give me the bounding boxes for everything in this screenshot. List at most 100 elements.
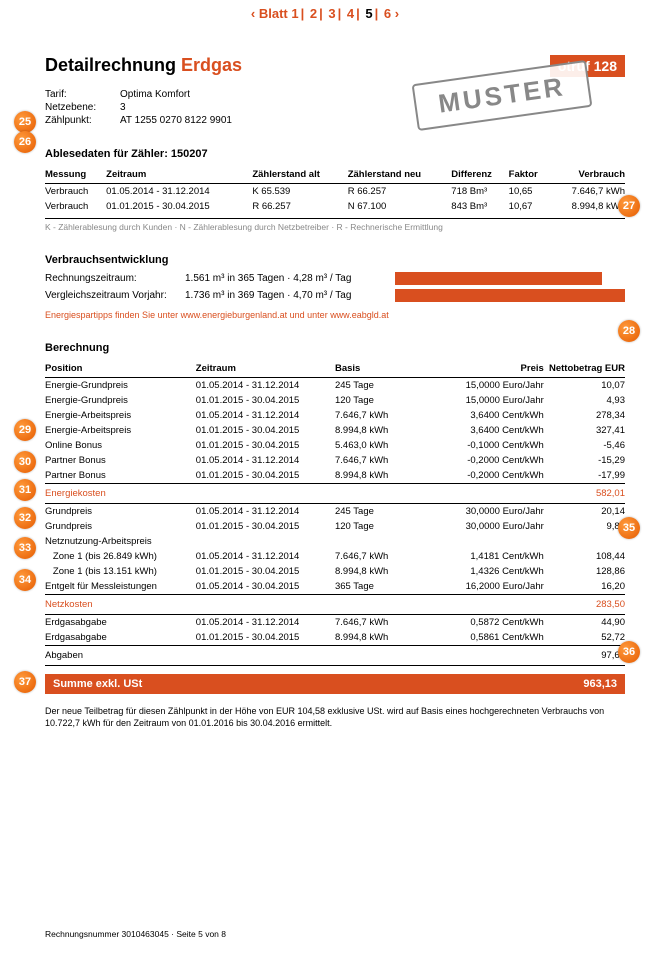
- cell: 01.01.2015 - 30.04.2015: [196, 630, 335, 646]
- callout-badge: 31: [14, 479, 36, 501]
- cell: 10,65: [509, 184, 550, 200]
- page-footer: Rechnungsnummer 3010463045 · Seite 5 von…: [45, 929, 625, 939]
- pager-page[interactable]: 2: [310, 6, 317, 21]
- meter-readings-title: Ablesedaten für Zähler: 150207: [45, 148, 625, 160]
- table-row: Netznutzung-Arbeitspreis: [45, 534, 625, 549]
- cell: 1,4326 Cent/kWh: [428, 564, 544, 579]
- page-navigator[interactable]: ‹ Blatt 1| 2| 3| 4| 5| 6 ›: [0, 0, 650, 27]
- pager-next[interactable]: ›: [395, 6, 399, 21]
- col-zeitraum: Zeitraum: [106, 166, 252, 184]
- cell: 30,0000 Euro/Jahr: [428, 519, 544, 534]
- cell: 108,44: [544, 549, 625, 564]
- meter-readings-table: Messung Zeitraum Zählerstand alt Zählers…: [45, 166, 625, 214]
- cell: 843 Bm³: [451, 199, 508, 214]
- cell: 01.01.2015 - 30.04.2015: [196, 438, 335, 453]
- calculation-table: Position Zeitraum Basis Preis Nettobetra…: [45, 360, 625, 666]
- consumption-chart: Rechnungszeitraum:1.561 m³ in 365 Tagen …: [45, 272, 625, 302]
- energy-tips: Energiespartipps finden Sie unter www.en…: [45, 310, 625, 320]
- cell: Grundpreis: [45, 519, 196, 534]
- callout-badge: 35: [618, 517, 640, 539]
- cell: 120 Tage: [335, 519, 428, 534]
- table-row: Erdgasabgabe01.01.2015 - 30.04.20158.994…: [45, 630, 625, 646]
- cell: 0,5861 Cent/kWh: [428, 630, 544, 646]
- cell: -0,2000 Cent/kWh: [428, 468, 544, 484]
- pager-page[interactable]: 3: [328, 6, 335, 21]
- callout-badge: 34: [14, 569, 36, 591]
- cell: 8.994,8 kWh: [550, 199, 625, 214]
- netzkosten-value: 283,50: [544, 595, 625, 615]
- table-row: Online Bonus01.01.2015 - 30.04.20155.463…: [45, 438, 625, 453]
- cell: Erdgasabgabe: [45, 630, 196, 646]
- cell: Energie-Arbeitspreis: [45, 408, 196, 423]
- bar-track: [395, 289, 625, 302]
- cell: R 66.257: [348, 184, 452, 200]
- table-row: Energie-Grundpreis01.05.2014 - 31.12.201…: [45, 378, 625, 394]
- cell: 16,2000 Euro/Jahr: [428, 579, 544, 595]
- table-row: Energie-Arbeitspreis01.05.2014 - 31.12.2…: [45, 408, 625, 423]
- callout-badge: 29: [14, 419, 36, 441]
- cell: K 65.539: [252, 184, 347, 200]
- cell: Erdgasabgabe: [45, 615, 196, 631]
- callout-badge: 32: [14, 507, 36, 529]
- total-bar: Summe exkl. USt 963,13: [45, 674, 625, 694]
- pager-page[interactable]: 4: [347, 6, 354, 21]
- col-diff: Differenz: [451, 166, 508, 184]
- calculation-title: Berechnung: [45, 342, 625, 354]
- pager-page[interactable]: 6: [384, 6, 391, 21]
- cell: R 66.257: [252, 199, 347, 214]
- cell: 9,86: [544, 519, 625, 534]
- cell: -5,46: [544, 438, 625, 453]
- cell: 52,72: [544, 630, 625, 646]
- title-part-b: Erdgas: [181, 55, 242, 75]
- cell: 10,07: [544, 378, 625, 394]
- table-row: Grundpreis01.05.2014 - 31.12.2014245 Tag…: [45, 504, 625, 520]
- cell: Partner Bonus: [45, 468, 196, 484]
- cell: 8.994,8 kWh: [335, 564, 428, 579]
- cell: 3,6400 Cent/kWh: [428, 423, 544, 438]
- cell: 365 Tage: [335, 579, 428, 595]
- cell: 128,86: [544, 564, 625, 579]
- callout-badge: 37: [14, 671, 36, 693]
- callout-badge: 27: [618, 195, 640, 217]
- cell: [544, 534, 625, 549]
- table-row: Verbrauch01.01.2015 - 30.04.2015R 66.257…: [45, 199, 625, 214]
- cell: Partner Bonus: [45, 453, 196, 468]
- cell: 44,90: [544, 615, 625, 631]
- col-zeitraum: Zeitraum: [196, 360, 335, 378]
- table-row: Zone 1 (bis 13.151 kWh)01.01.2015 - 30.0…: [45, 564, 625, 579]
- abgaben-value: 97,62: [544, 646, 625, 666]
- callout-badge: 30: [14, 451, 36, 473]
- energiekosten-label: Energiekosten: [45, 484, 196, 504]
- total-value: 963,13: [583, 678, 617, 690]
- title-part-a: Detailrechnung: [45, 55, 181, 75]
- cell: 120 Tage: [335, 393, 428, 408]
- tarif-label: Tarif:: [45, 89, 120, 100]
- cell: 01.05.2014 - 31.12.2014: [196, 504, 335, 520]
- cell: [428, 534, 544, 549]
- cell: 01.05.2014 - 31.12.2014: [106, 184, 252, 200]
- col-neu: Zählerstand neu: [348, 166, 452, 184]
- table-row: Partner Bonus01.01.2015 - 30.04.20158.99…: [45, 468, 625, 484]
- pager-page[interactable]: 1: [291, 6, 298, 21]
- cell: 01.01.2015 - 30.04.2015: [196, 423, 335, 438]
- col-alt: Zählerstand alt: [252, 166, 347, 184]
- pager-prev[interactable]: ‹: [251, 6, 255, 21]
- cell: Verbrauch: [45, 184, 106, 200]
- cell: 245 Tage: [335, 504, 428, 520]
- footnote-text: Der neue Teilbetrag für diesen Zählpunkt…: [45, 706, 625, 729]
- callout-badge: 33: [14, 537, 36, 559]
- cell: 30,0000 Euro/Jahr: [428, 504, 544, 520]
- cell: 01.05.2014 - 31.12.2014: [196, 453, 335, 468]
- table-row: Zone 1 (bis 26.849 kWh)01.05.2014 - 31.1…: [45, 549, 625, 564]
- cell: Energie-Grundpreis: [45, 393, 196, 408]
- cell: 7.646,7 kWh: [335, 408, 428, 423]
- bar-track: [395, 272, 625, 285]
- consumption-label: Vergleichszeitraum Vorjahr:: [45, 290, 185, 301]
- consumption-text: 1.561 m³ in 365 Tagen · 4,28 m³ / Tag: [185, 273, 395, 284]
- cell: Grundpreis: [45, 504, 196, 520]
- consumption-row: Rechnungszeitraum:1.561 m³ in 365 Tagen …: [45, 272, 625, 285]
- cell: 245 Tage: [335, 378, 428, 394]
- table-row: Verbrauch01.05.2014 - 31.12.2014K 65.539…: [45, 184, 625, 200]
- table-row: Grundpreis01.01.2015 - 30.04.2015120 Tag…: [45, 519, 625, 534]
- table-row: Erdgasabgabe01.05.2014 - 31.12.20147.646…: [45, 615, 625, 631]
